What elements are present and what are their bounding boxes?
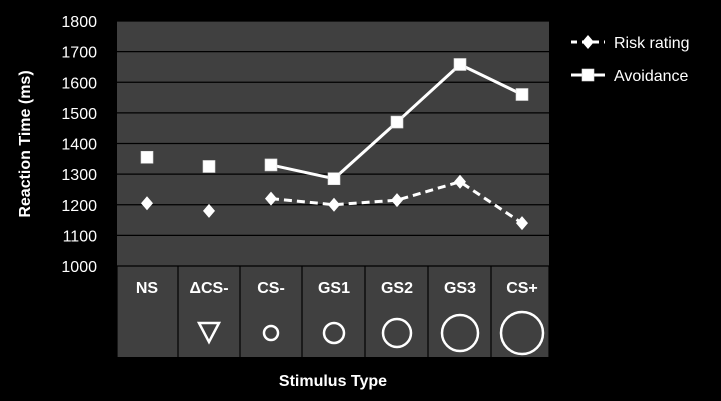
data-point bbox=[515, 88, 529, 101]
category-labels: NS ΔCS- CS- GS1 GS2 GS3 CS+ bbox=[136, 280, 538, 297]
data-point bbox=[516, 216, 528, 231]
data-point bbox=[327, 172, 341, 186]
data-point bbox=[202, 160, 216, 173]
legend-marker bbox=[582, 35, 594, 49]
legend-marker bbox=[581, 68, 595, 82]
legend: Risk rating Avoidance bbox=[571, 35, 690, 85]
series-group bbox=[140, 58, 529, 231]
y-tick-label: 1100 bbox=[63, 228, 98, 245]
y-tick-label: 1500 bbox=[61, 106, 97, 123]
y-tick-label: 1300 bbox=[61, 167, 97, 184]
data-point bbox=[454, 174, 466, 189]
circle-xs-icon bbox=[262, 324, 280, 342]
legend-label: Risk rating bbox=[614, 35, 690, 52]
y-tick-label: 1200 bbox=[61, 198, 97, 215]
triangle-down-icon bbox=[196, 321, 222, 345]
legend-item: Avoidance bbox=[571, 68, 689, 85]
legend-label: Avoidance bbox=[614, 68, 689, 85]
series-risk-rating bbox=[141, 174, 528, 231]
y-tick-label: 1400 bbox=[61, 137, 97, 154]
x-tick-label: ΔCS- bbox=[189, 280, 228, 297]
data-point bbox=[390, 115, 404, 129]
data-point bbox=[264, 158, 278, 172]
circle-xl-icon bbox=[499, 310, 545, 356]
x-tick-label: GS3 bbox=[444, 280, 476, 297]
y-tick-label: 1800 bbox=[61, 14, 97, 31]
x-tick-label: GS1 bbox=[318, 280, 350, 297]
plot-background bbox=[117, 21, 549, 357]
y-axis-label: Reaction Time (ms) bbox=[17, 70, 34, 217]
series-line bbox=[270, 180, 523, 225]
x-tick-label: CS- bbox=[257, 280, 285, 297]
circle-s-icon bbox=[322, 321, 346, 345]
x-tick-label: NS bbox=[136, 280, 159, 297]
data-point bbox=[140, 150, 154, 164]
data-point bbox=[203, 203, 215, 218]
y-tick-label: 1600 bbox=[61, 75, 97, 92]
data-point bbox=[265, 191, 277, 206]
data-point bbox=[328, 197, 340, 212]
x-tick-label: GS2 bbox=[381, 280, 413, 297]
x-tick-label: CS+ bbox=[506, 280, 538, 297]
data-point bbox=[453, 58, 467, 71]
y-tick-label: 1700 bbox=[61, 45, 97, 62]
y-tick-labels: 1000 1100 1200 1300 1400 1500 1600 1700 1800 bbox=[61, 14, 97, 276]
legend-item: Risk rating bbox=[571, 35, 690, 52]
circle-l-icon bbox=[440, 313, 480, 353]
data-point bbox=[391, 193, 403, 208]
x-axis-label: Stimulus Type bbox=[279, 373, 387, 390]
gridlines bbox=[116, 20, 550, 357]
stimulus-symbols bbox=[196, 310, 545, 356]
y-tick-label: 1000 bbox=[61, 259, 97, 276]
series-avoidance bbox=[140, 58, 529, 186]
data-point bbox=[141, 196, 153, 211]
circle-m-icon bbox=[381, 317, 413, 349]
